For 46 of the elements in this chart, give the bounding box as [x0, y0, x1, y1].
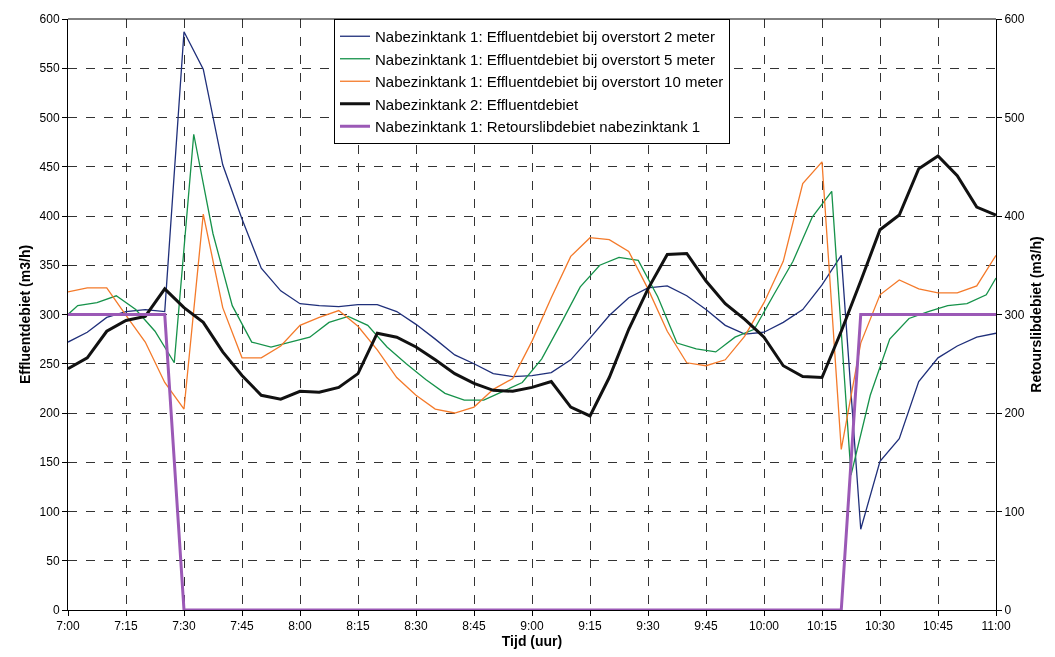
y-tick-label: 150 — [39, 455, 60, 470]
x-tick-label: 9:15 — [578, 619, 602, 634]
y2-tick-label: 600 — [1004, 12, 1025, 27]
y2-tick-label: 200 — [1004, 406, 1025, 421]
y-tick-label: 450 — [39, 159, 60, 174]
y2-tick-label: 500 — [1004, 110, 1025, 125]
x-tick-label: 8:30 — [404, 619, 428, 634]
x-tick-label: 8:45 — [462, 619, 486, 634]
y-tick-label: 300 — [39, 307, 60, 322]
y2-tick-label: 300 — [1004, 307, 1025, 322]
y2-tick-label: 400 — [1004, 209, 1025, 224]
x-tick-label: 11:00 — [981, 619, 1011, 634]
y-tick-label: 350 — [39, 258, 60, 273]
legend-label: Nabezinktank 1: Effluentdebiet bij overstort 10 meter — [375, 73, 724, 91]
y2-tick-label: 100 — [1004, 504, 1025, 519]
x-tick-label: 7:00 — [56, 619, 80, 634]
y2-axis-title: Retourslibdebiet (m3/h) — [1028, 236, 1044, 393]
y-tick-label: 400 — [39, 209, 60, 224]
y-tick-label: 100 — [39, 504, 60, 519]
y2-tick-label: 0 — [1004, 603, 1012, 618]
y-tick-label: 200 — [39, 406, 60, 421]
x-tick-label: 10:00 — [748, 619, 780, 634]
y-tick-label: 0 — [52, 603, 60, 618]
legend-label: Nabezinktank 1: Retourslibdebiet nabezinktank 1 — [375, 118, 701, 136]
x-tick-label: 9:45 — [694, 619, 718, 634]
legend-label: Nabezinktank 1: Effluentdebiet bij overstort 5 meter — [375, 50, 715, 68]
x-tick-label: 7:15 — [114, 619, 138, 634]
x-tick-label: 7:30 — [172, 619, 196, 634]
x-tick-label: 8:15 — [346, 619, 370, 634]
x-tick-label: 8:00 — [288, 619, 312, 634]
x-tick-label: 9:00 — [520, 619, 544, 634]
y-tick-label: 50 — [46, 553, 60, 568]
x-axis-title: Tijd (uur) — [501, 633, 563, 650]
y-tick-label: 600 — [39, 12, 60, 27]
x-tick-label: 7:45 — [230, 619, 254, 634]
x-tick-label: 10:45 — [922, 619, 954, 634]
legend-label: Nabezinktank 2: Effluentdebiet — [375, 95, 580, 113]
y-tick-label: 250 — [39, 356, 60, 371]
y-tick-label: 500 — [39, 110, 60, 125]
y-axis-title: Effluentdebiet (m3/h) — [17, 244, 33, 385]
y-tick-label: 550 — [39, 61, 60, 76]
x-tick-label: 10:30 — [864, 619, 896, 634]
x-tick-label: 9:30 — [636, 619, 660, 634]
line-series — [68, 31, 996, 530]
x-tick-label: 10:15 — [806, 619, 838, 634]
legend-label: Nabezinktank 1: Effluentdebiet bij overstort 2 meter — [375, 28, 715, 46]
